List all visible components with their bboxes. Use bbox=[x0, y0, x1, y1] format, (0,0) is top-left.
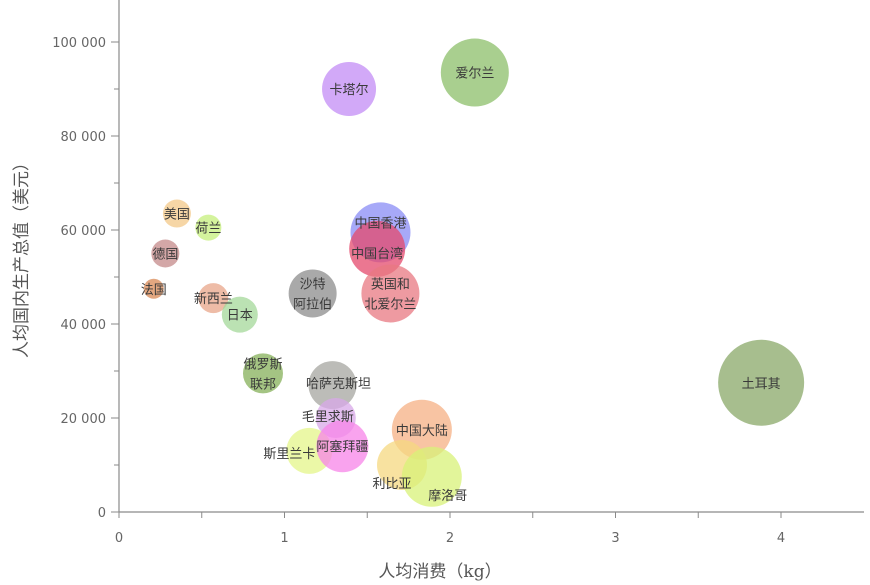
bubble-point bbox=[162, 199, 191, 228]
bubble-point bbox=[316, 420, 369, 473]
bubble-label: 卡塔尔 bbox=[330, 83, 369, 98]
bubble-label: 荷兰 bbox=[195, 222, 221, 237]
x-tick-label: 4 bbox=[777, 531, 785, 546]
y-tick-label: 80 000 bbox=[61, 130, 107, 145]
bubble-label: 摩洛哥 bbox=[428, 488, 467, 504]
x-tick-label: 0 bbox=[115, 531, 123, 546]
y-axis-title: 人均国内生产总值（美元） bbox=[12, 154, 32, 358]
bubble-label: 德国 bbox=[152, 248, 178, 263]
x-tick-label: 2 bbox=[446, 531, 454, 546]
bubble-point bbox=[349, 220, 406, 277]
y-tick-label: 100 000 bbox=[52, 36, 106, 51]
bubble-label: 斯里兰卡 bbox=[263, 447, 315, 462]
bubble-point bbox=[401, 446, 462, 507]
bubble-label: 美国 bbox=[164, 208, 190, 223]
bubble-point bbox=[361, 264, 420, 323]
y-tick-label: 40 000 bbox=[61, 318, 107, 333]
x-tick-label: 3 bbox=[611, 531, 619, 546]
bubble-label: 中国香港 bbox=[354, 216, 406, 231]
bubble-point bbox=[195, 214, 222, 241]
bubble-point bbox=[288, 269, 337, 318]
bubble-label: 土耳其 bbox=[742, 377, 781, 392]
bubble-point bbox=[718, 339, 805, 426]
bubble-label: 新西兰 bbox=[194, 291, 233, 307]
bubble-label: 利比亚 bbox=[372, 477, 411, 492]
y-tick-label: 20 000 bbox=[61, 412, 107, 427]
bubble-point bbox=[440, 38, 509, 107]
bubble-point bbox=[143, 278, 164, 299]
bubble-label: 爱尔兰 bbox=[455, 67, 494, 82]
bubbles-layer bbox=[143, 38, 805, 507]
axes-layer bbox=[118, 0, 864, 513]
bubble-label: 日本 bbox=[227, 309, 253, 324]
bubble-label: 俄罗斯联邦 bbox=[243, 357, 282, 392]
bubble-point bbox=[242, 353, 283, 394]
x-axis-title: 人均消费（kg） bbox=[378, 562, 501, 582]
bubble-label: 中国台湾 bbox=[351, 246, 403, 262]
bubble-label: 哈萨克斯坦 bbox=[306, 377, 371, 392]
x-tick-label: 1 bbox=[280, 531, 288, 546]
bubble-point bbox=[322, 62, 377, 116]
bubble-point bbox=[198, 283, 229, 314]
bubble-label: 法国 bbox=[141, 283, 167, 298]
bubble-point bbox=[221, 296, 258, 333]
bubble-label: 毛里求斯 bbox=[302, 410, 354, 425]
bubble-label: 阿塞拜疆 bbox=[316, 439, 368, 455]
y-tick-label: 0 bbox=[98, 506, 106, 521]
bubble-label: 沙特阿拉伯 bbox=[293, 277, 332, 312]
y-tick-label: 60 000 bbox=[61, 224, 107, 239]
bubble-label: 中国大陆 bbox=[396, 423, 448, 439]
bubble-point bbox=[308, 361, 357, 410]
bubble-point bbox=[151, 239, 180, 268]
bubble-label: 英国和北爱尔兰 bbox=[364, 277, 416, 312]
